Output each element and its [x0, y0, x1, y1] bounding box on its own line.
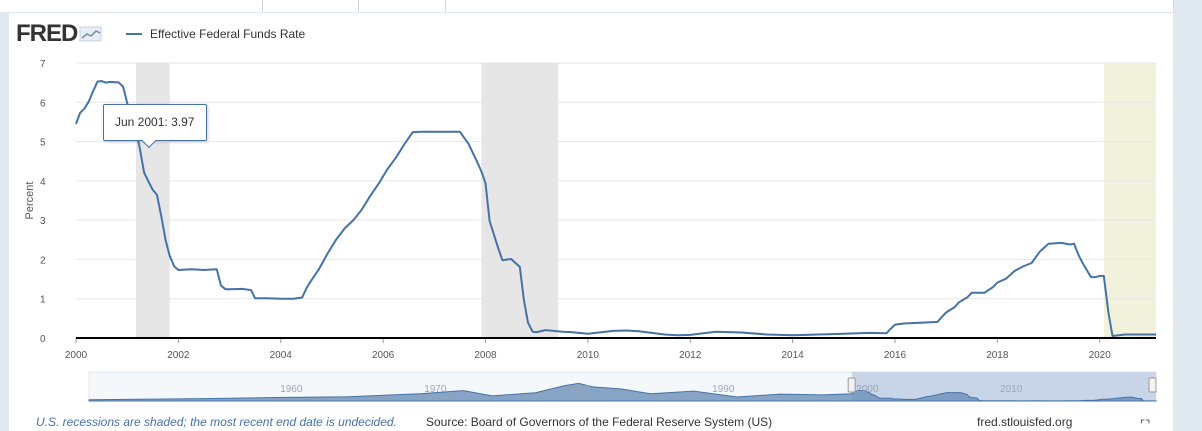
fred-logo[interactable]: FRED: [16, 20, 103, 48]
navigator-handle[interactable]: [1148, 377, 1157, 393]
top-tab[interactable]: [446, 0, 1174, 12]
x-tick-label: 2010: [577, 350, 600, 361]
x-tick-label: 2006: [372, 350, 395, 361]
legend-label: Effective Federal Funds Rate: [150, 27, 306, 41]
navigator-area: [88, 382, 1157, 402]
legend-line-swatch: [126, 33, 142, 35]
y-tick-label: 7: [40, 59, 46, 70]
series-line[interactable]: [75, 80, 1156, 337]
recession-note: U.S. recessions are shaded; the most rec…: [36, 415, 397, 429]
fred-logo-text: FRED: [16, 20, 78, 47]
chart-panel: [9, 13, 1173, 431]
y-tick-label: 1: [40, 295, 46, 306]
undecided-recession-shade: [1103, 63, 1156, 338]
fred-logo-graph-icon: [79, 26, 102, 42]
tooltip-date: Jun 2001:: [115, 115, 168, 129]
y-axis-label: Percent: [24, 182, 36, 220]
source-note[interactable]: Source: Board of Governors of the Federa…: [426, 415, 773, 429]
tooltip-value: 3.97: [171, 115, 195, 129]
y-tick-label: 0: [40, 334, 46, 345]
recession-shade: [481, 63, 559, 338]
top-tab[interactable]: [0, 0, 263, 12]
top-tab-strip: [0, 0, 1202, 13]
data-tooltip: Jun 2001: 3.97: [103, 104, 207, 141]
x-tick-label: 2014: [781, 350, 804, 361]
navigator-handle[interactable]: [847, 377, 856, 393]
site-url[interactable]: fred.stlouisfed.org: [977, 415, 1073, 429]
y-tick-label: 5: [40, 138, 46, 149]
navigator-selected-range[interactable]: [852, 372, 1156, 401]
x-tick-label: 2018: [986, 350, 1009, 361]
navigator-label: 1980: [568, 384, 591, 395]
navigator-label: 1960: [280, 384, 303, 395]
x-tick-label: 2012: [679, 350, 702, 361]
chart-legend[interactable]: Effective Federal Funds Rate: [126, 27, 305, 41]
navigator-label: 2000: [856, 384, 879, 395]
x-tick-label: 2008: [474, 350, 497, 361]
x-tick-label: 2000: [65, 350, 88, 361]
y-tick-label: 4: [40, 177, 46, 188]
y-tick-label: 6: [40, 98, 46, 109]
navigator-label: 1970: [424, 384, 447, 395]
x-tick-label: 2004: [270, 350, 293, 361]
top-tab[interactable]: [359, 0, 446, 12]
fullscreen-icon[interactable]: ⌜⌝: [1140, 419, 1151, 431]
navigator-label: 2010: [1000, 384, 1023, 395]
top-tab[interactable]: [263, 0, 359, 12]
x-tick-label: 2020: [1089, 350, 1112, 361]
y-tick-label: 2: [40, 255, 46, 266]
navigator-label: 1990: [712, 384, 735, 395]
y-tick-label: 3: [40, 216, 46, 227]
x-tick-label: 2002: [167, 350, 190, 361]
x-tick-label: 2016: [884, 350, 907, 361]
